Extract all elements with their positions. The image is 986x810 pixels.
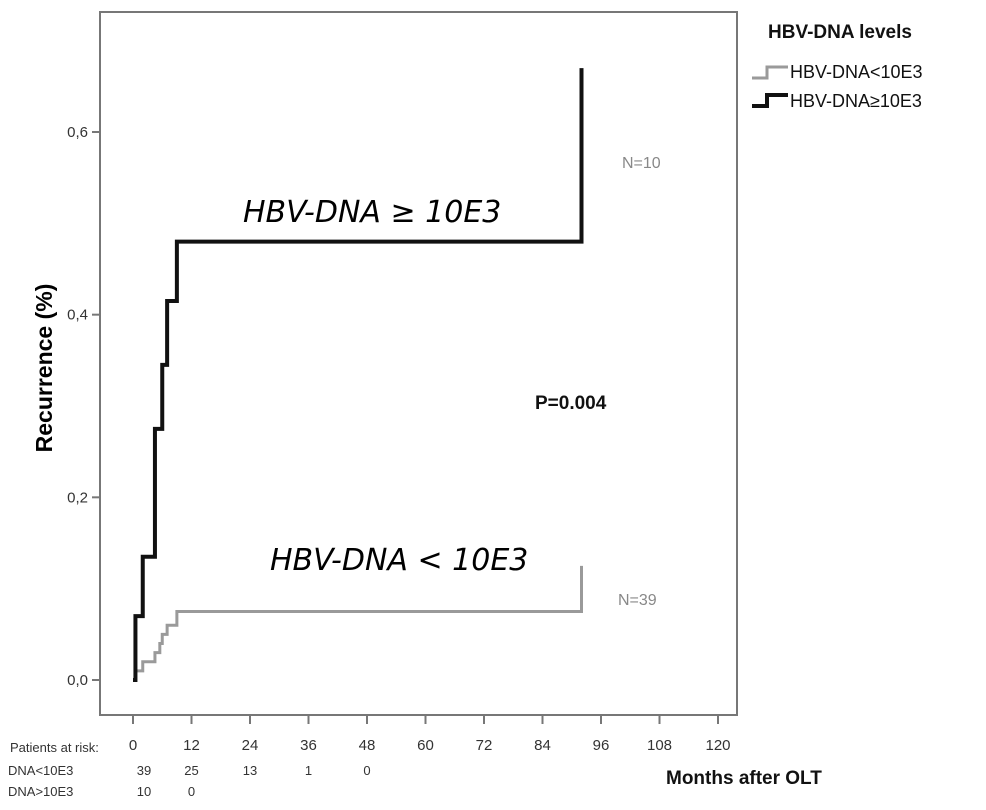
x-tick-label: 96 (593, 737, 610, 754)
y-tick-label: 0,0 (67, 672, 88, 689)
x-tick-label: 84 (534, 737, 551, 754)
annotation-low-label: HBV-DNA < 10E3 (270, 543, 528, 578)
at-risk-value: 25 (184, 763, 198, 778)
y-tick-label: 0,4 (67, 307, 88, 324)
y-tick-label: 0,6 (67, 124, 88, 141)
at-risk-row-label-low: DNA<10E3 (8, 763, 73, 778)
legend: HBV-DNA levels HBV-DNA<10E3 HBV-DNA≥10E3 (752, 22, 923, 111)
y-axis-ticks: 0,0 0,2 0,4 0,6 (67, 124, 100, 689)
x-axis-label: Months after OLT (666, 768, 822, 789)
at-risk-value: 0 (188, 784, 195, 799)
annotation-n-high: N=10 (622, 155, 661, 172)
legend-swatch-low (752, 65, 788, 80)
at-risk-value: 1 (305, 763, 312, 778)
annotation-high-label: HBV-DNA ≥ 10E3 (243, 195, 501, 230)
at-risk-values: 39 25 13 1 010 0 (137, 763, 371, 799)
at-risk-table: Patients at risk: DNA<10E3 DNA>10E3 39 25… (8, 740, 371, 799)
x-tick-label: 120 (705, 737, 730, 754)
at-risk-row-label-high: DNA>10E3 (8, 784, 73, 799)
x-tick-label: 60 (417, 737, 434, 754)
at-risk-value: 10 (137, 784, 151, 799)
x-tick-label: 48 (359, 737, 376, 754)
y-tick-label: 0,2 (67, 489, 88, 506)
x-tick-label: 12 (183, 737, 200, 754)
at-risk-value: 13 (243, 763, 257, 778)
at-risk-header: Patients at risk: (10, 740, 99, 755)
plot-frame (99, 11, 738, 716)
x-tick-label: 108 (647, 737, 672, 754)
annotation-n-low: N=39 (618, 592, 657, 609)
x-tick-label: 24 (242, 737, 259, 754)
series-line-high (133, 68, 584, 682)
x-tick-label: 0 (129, 737, 137, 754)
x-tick-label: 36 (300, 737, 317, 754)
legend-title: HBV-DNA levels (768, 22, 912, 43)
series-layer (133, 68, 584, 682)
x-tick-label: 72 (476, 737, 493, 754)
annotation-p-value: P=0.004 (535, 393, 607, 414)
legend-item-low: HBV-DNA<10E3 (790, 62, 923, 82)
legend-swatch-high (752, 93, 788, 108)
legend-item-high: HBV-DNA≥10E3 (790, 91, 922, 111)
at-risk-value: 0 (363, 763, 370, 778)
y-axis-label: Recurrence (%) (31, 284, 57, 453)
series-line-low (133, 565, 583, 682)
x-axis-ticks: 0 12 24 36 48 60 72 84 96 108 120 (129, 715, 731, 754)
at-risk-value: 39 (137, 763, 151, 778)
